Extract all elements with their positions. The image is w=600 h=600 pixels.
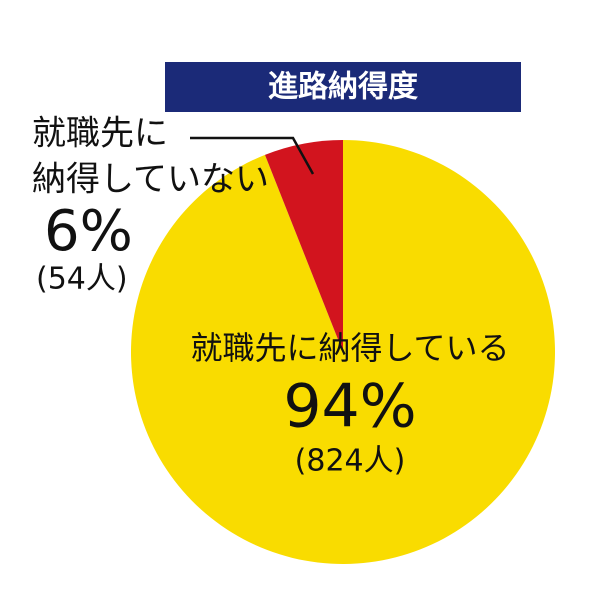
chart-title: 進路納得度 bbox=[268, 70, 418, 105]
value-label: 6% bbox=[44, 199, 133, 264]
value-label: 94% bbox=[283, 372, 416, 442]
slice-label: 就職先に bbox=[32, 114, 168, 154]
count-label: (824人) bbox=[295, 444, 406, 479]
slice-label: 納得していない bbox=[32, 160, 269, 200]
pie-slice bbox=[264, 140, 343, 352]
slice-label: 就職先に納得している bbox=[190, 329, 509, 367]
leader-line bbox=[190, 136, 315, 175]
title-box bbox=[165, 62, 521, 112]
count-label: (54人) bbox=[36, 262, 128, 297]
